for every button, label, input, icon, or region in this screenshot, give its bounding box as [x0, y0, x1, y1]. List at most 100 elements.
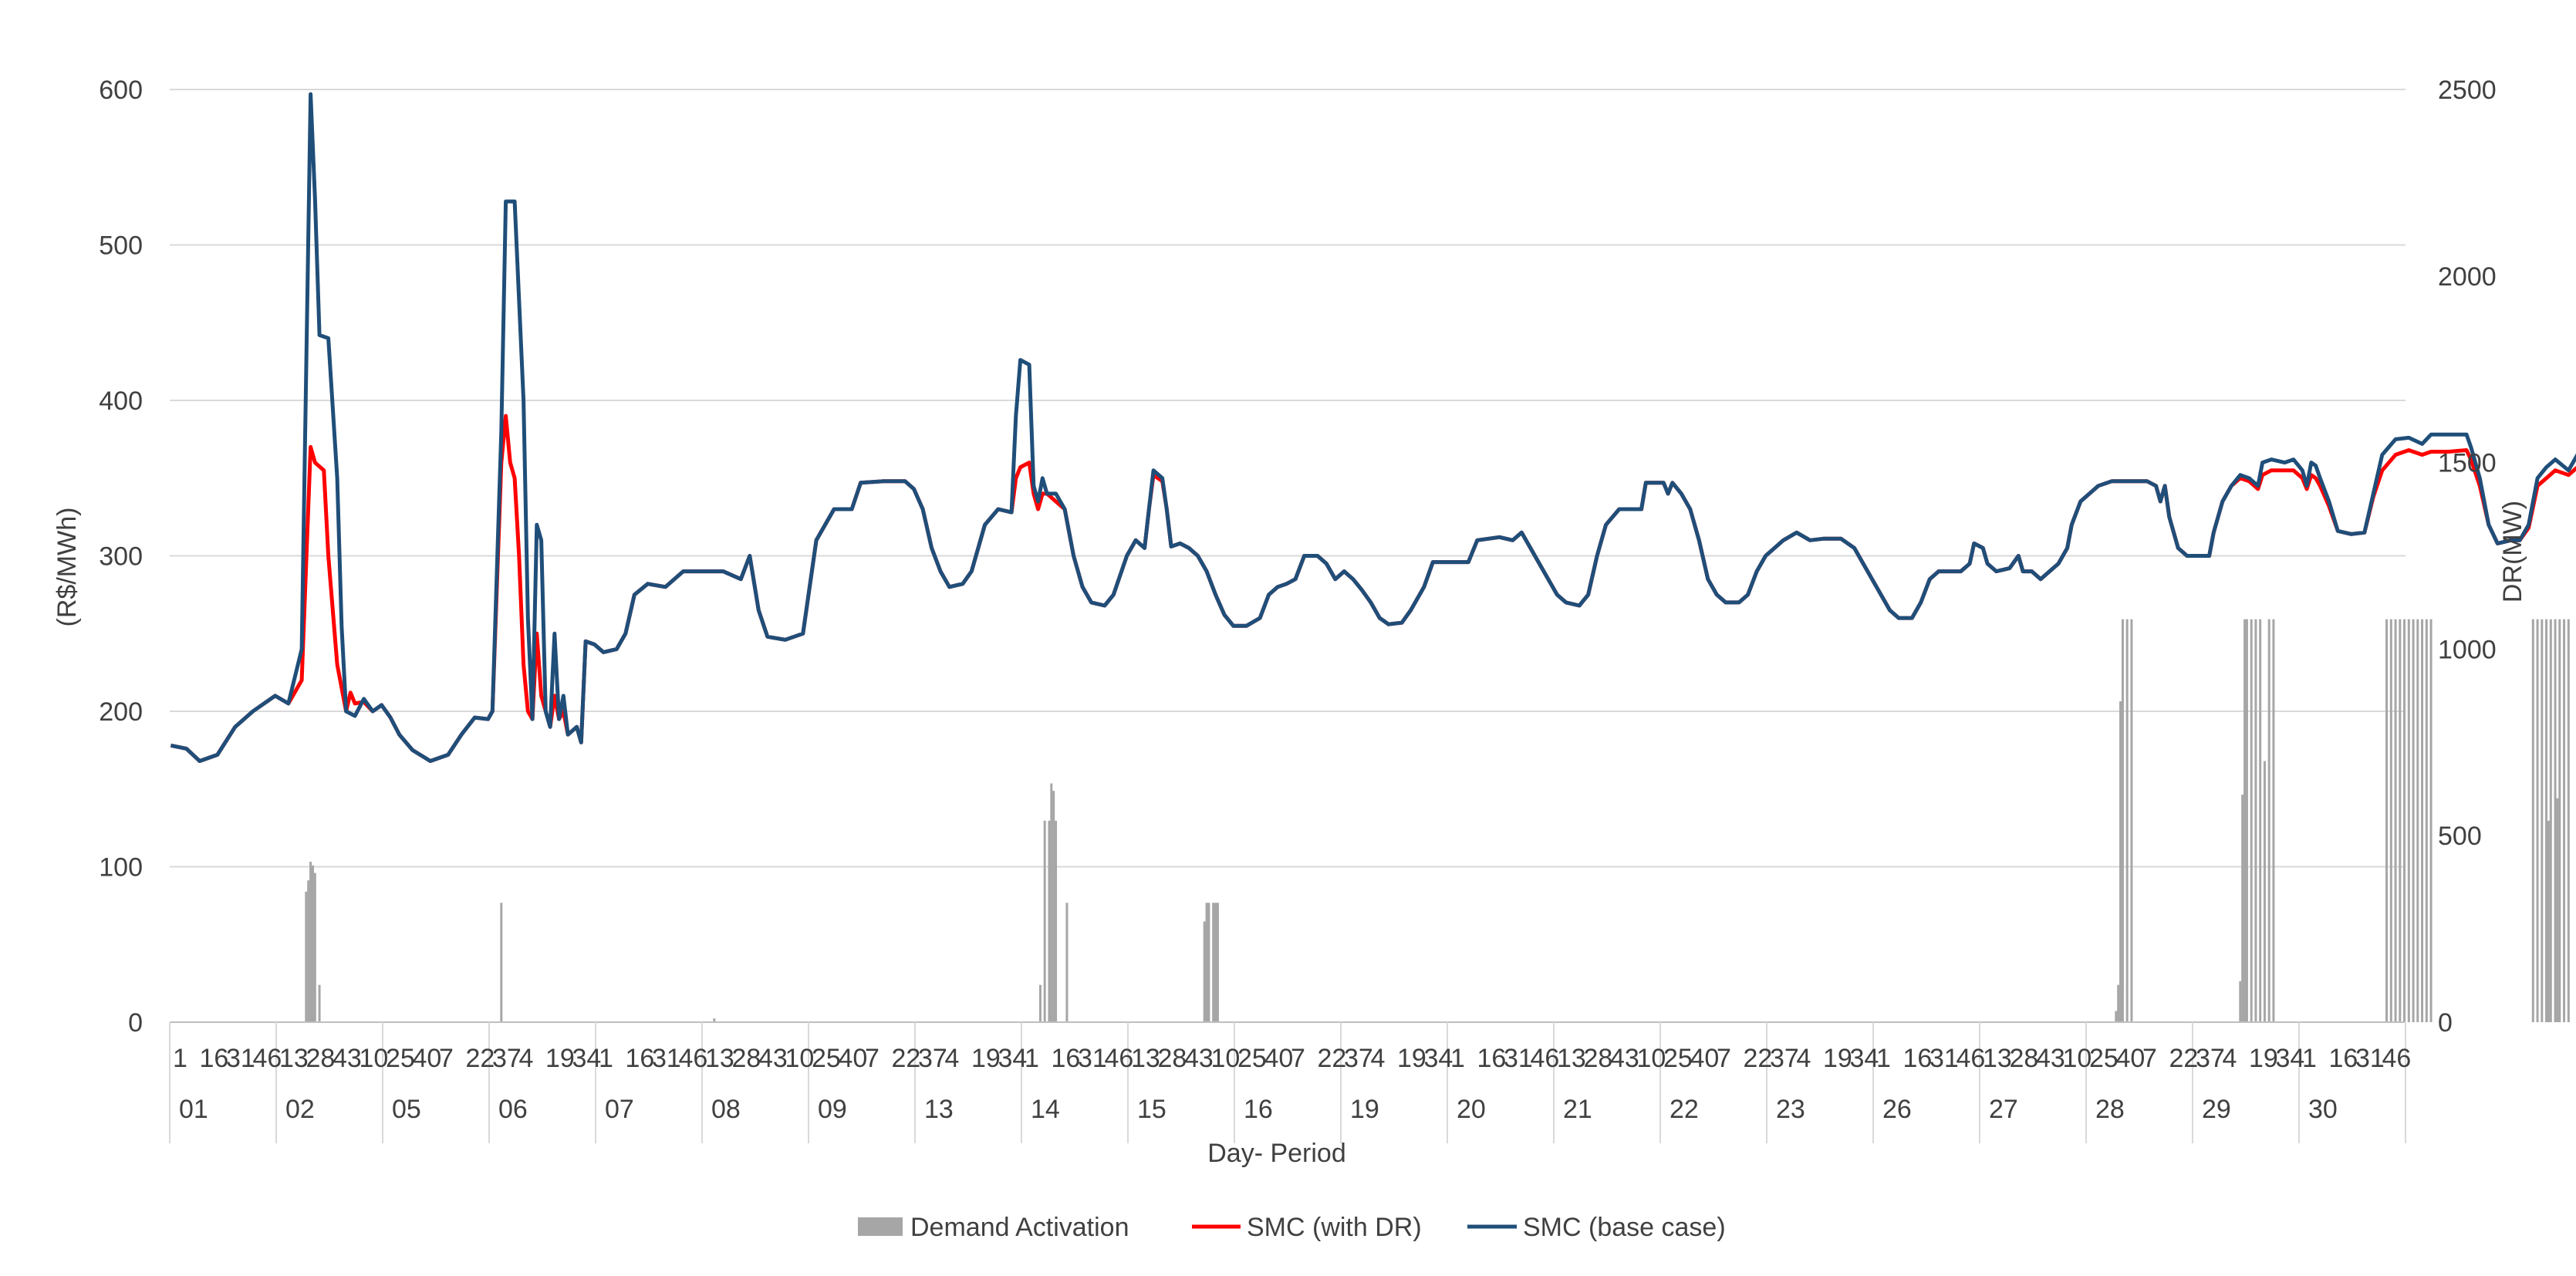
period-tick-label: 28	[732, 1044, 761, 1073]
left-axis-title: (R$/MWh)	[52, 508, 82, 627]
demand-activation-bar	[2245, 619, 2248, 1022]
period-tick-label: 13	[1557, 1044, 1586, 1073]
demand-activation-bar	[713, 1018, 716, 1022]
demand-activation-bar	[2125, 619, 2129, 1022]
demand-activation-bar	[2545, 619, 2548, 1022]
left-tick-label: 300	[99, 542, 143, 572]
demand-activation-bar	[1207, 903, 1210, 1022]
period-tick-label: 25	[812, 1044, 841, 1073]
legend-label-smc-base-case: SMC (base case)	[1523, 1213, 1726, 1242]
day-tick-label: 13	[924, 1095, 954, 1124]
period-tick-label: 43	[1610, 1044, 1639, 1073]
demand-activation-bar	[2549, 619, 2552, 1022]
demand-activation-bar	[1050, 783, 1053, 1022]
period-tick-label: 4	[945, 1044, 960, 1073]
left-tick-label: 200	[99, 697, 143, 727]
demand-activation-bar	[2254, 619, 2257, 1022]
demand-activation-bar	[2403, 619, 2406, 1022]
day-tick-label: 09	[818, 1095, 847, 1124]
day-tick-label: 28	[2095, 1095, 2125, 1124]
period-tick-label: 43	[758, 1044, 788, 1073]
demand-activation-bar	[2117, 984, 2120, 1022]
period-tick-label: 46	[253, 1044, 282, 1073]
period-tick-label: 16	[2329, 1044, 2358, 1073]
period-tick-label: 4	[1797, 1044, 1811, 1073]
period-tick-label: 1	[2302, 1044, 2317, 1073]
legend-label-smc-with-dr: SMC (with DR)	[1247, 1213, 1422, 1242]
period-tick-label: 4	[1371, 1044, 1386, 1073]
right-tick-label: 0	[2438, 1008, 2453, 1038]
period-tick-label: 34	[998, 1044, 1028, 1073]
demand-activation-bar	[2554, 619, 2557, 1022]
period-tick-label: 10	[2063, 1044, 2092, 1073]
period-tick-label: 31	[652, 1044, 681, 1073]
demand-activation-bar	[2243, 619, 2247, 1022]
period-tick-label: 46	[679, 1044, 708, 1073]
day-tick-label: 23	[1776, 1095, 1805, 1124]
demand-activation-bar	[1214, 903, 1217, 1022]
period-tick-label: 22	[2169, 1044, 2199, 1073]
right-tick-label: 1500	[2438, 449, 2497, 478]
demand-activation-bar	[305, 891, 308, 1022]
period-tick-label: 37	[492, 1044, 522, 1073]
period-tick-label: 10	[360, 1044, 389, 1073]
demand-activation-bar	[311, 865, 314, 1022]
demand-activation-bar	[2239, 981, 2242, 1022]
day-tick-label: 02	[285, 1095, 315, 1124]
demand-activation-bar	[1203, 921, 1206, 1022]
period-tick-label: 40	[2116, 1044, 2146, 1073]
day-tick-label: 05	[392, 1095, 421, 1124]
period-tick-label: 34	[2276, 1044, 2305, 1073]
period-tick-label: 7	[1291, 1044, 1305, 1073]
demand-activation-bar	[2121, 619, 2124, 1022]
period-tick-label: 22	[1318, 1044, 1347, 1073]
period-tick-label: 37	[2196, 1044, 2225, 1073]
period-tick-label: 34	[1424, 1044, 1453, 1073]
axes	[169, 1021, 2406, 1143]
period-tick-label: 37	[1344, 1044, 1373, 1073]
period-tick-label: 19	[2249, 1044, 2278, 1073]
day-tick-label: 22	[1670, 1095, 1699, 1124]
demand-activation-bar	[2389, 619, 2392, 1022]
period-tick-label: 34	[1850, 1044, 1879, 1073]
period-tick-label: 19	[971, 1044, 1001, 1073]
demand-activation-bar	[2547, 820, 2550, 1022]
demand-activation-bar	[2429, 619, 2433, 1022]
period-tick-label: 25	[1663, 1044, 1693, 1073]
demand-activation-bar	[2563, 619, 2566, 1022]
day-tick-label: 20	[1457, 1095, 1486, 1124]
period-tick-label: 13	[1131, 1044, 1160, 1073]
legend: Demand Activation SMC (with DR) SMC (bas…	[858, 1213, 1726, 1242]
period-tick-label: 13	[279, 1044, 309, 1073]
right-tick-label: 500	[2438, 822, 2482, 851]
demand-activation-bar	[1052, 791, 1055, 1022]
day-tick-label: 08	[711, 1095, 741, 1124]
period-tick-label: 10	[785, 1044, 815, 1073]
demand-activation-bar	[2272, 619, 2275, 1022]
period-tick-label: 1	[599, 1044, 613, 1073]
day-tick-label: 07	[605, 1095, 634, 1124]
demand-activation-bar	[2399, 619, 2402, 1022]
period-tick-label: 4	[2223, 1044, 2237, 1073]
right-tick-label: 1000	[2438, 635, 2497, 664]
right-axis-ticks: 0 500 1000 1500 2000 2500	[2438, 76, 2497, 1038]
period-tick-label: 31	[226, 1044, 255, 1073]
demand-activation-bar	[309, 862, 312, 1022]
period-tick-label: 19	[545, 1044, 575, 1073]
demand-activation-bar	[2259, 619, 2262, 1022]
demand-activation-bar	[2263, 761, 2266, 1022]
period-tick-label: 7	[1717, 1044, 1731, 1073]
demand-activation-bar	[1065, 903, 1069, 1022]
period-tick-label: 31	[1078, 1044, 1107, 1073]
demand-activation-bar	[2267, 619, 2270, 1022]
period-tick-label: 25	[2089, 1044, 2119, 1073]
period-tick-label: 43	[333, 1044, 362, 1073]
day-tick-label: 21	[1563, 1095, 1592, 1124]
period-tick-label: 1	[173, 1044, 187, 1073]
period-tick-label: 40	[413, 1044, 442, 1073]
demand-activation-bar	[2416, 619, 2419, 1022]
left-tick-label: 100	[99, 853, 143, 883]
x-axis-title: Day- Period	[1207, 1139, 1346, 1168]
